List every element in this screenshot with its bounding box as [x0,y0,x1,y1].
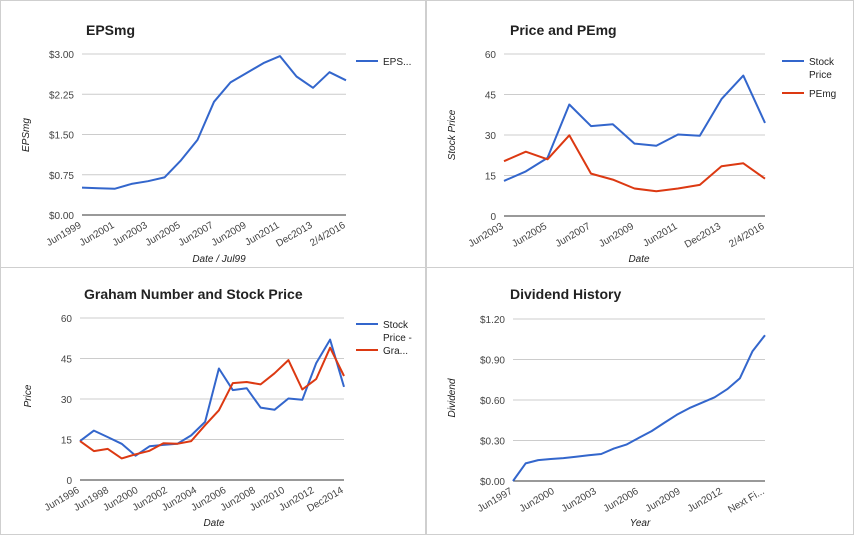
x-tick-label: Jun2005 [144,220,183,249]
y-tick-label: 60 [485,50,497,61]
legend-label-line: Stock [809,57,835,68]
y-tick-label: $0.30 [480,437,505,448]
x-tick-label: Jun2007 [554,221,593,250]
chart-title: Graham Number and Stock Price [84,286,303,302]
y-tick-label: $1.50 [49,131,74,142]
y-tick-label: 30 [485,131,497,142]
y-tick-label: 45 [485,91,497,102]
y-tick-label: $0.00 [480,477,505,488]
x-tick-label: Jun2007 [177,220,216,249]
chart-panel-epsmg: EPSmg $0.00 $0.75 $1.50 $2.25 $3.00 Jun1999 Jun… [0,0,426,268]
x-tick-label: Jun2006 [602,486,641,515]
series-line-0 [512,334,766,482]
y-tick-label: $0.75 [49,171,74,182]
chart-panel-price-pemg: Price and PEmg 0 15 30 45 60 Jun2003 Jun2005 Jun… [426,0,854,268]
x-tick-label: Jun2003 [111,220,150,249]
x-tick-label: Jun2009 [597,221,636,250]
series-line-0 [81,55,347,190]
graham-chart-svg: Graham Number and Stock Price015304560Ju… [23,286,412,529]
x-tick-label: Jun2001 [78,220,117,249]
y-axis-label: Stock Price [447,109,458,160]
legend-label: EPS... [383,57,411,68]
x-tick-label: 2/4/2016 [727,221,767,250]
epsmg-chart-svg: EPSmg$0.00$0.75$1.50$2.25$3.00Jun1999Jun… [21,22,411,265]
y-tick-label: 45 [61,355,73,366]
y-tick-label: $0.60 [480,396,505,407]
y-tick-label: 30 [61,395,73,406]
y-tick-label: 0 [66,476,72,487]
x-tick-label: Jun2003 [467,221,506,250]
y-tick-label: 15 [61,436,73,447]
x-tick-label: Jun2009 [644,486,683,515]
x-tick-label: Jun1999 [45,220,84,249]
x-tick-label: Jun2011 [641,221,679,250]
y-tick-label: 15 [485,172,497,183]
y-axis-label: Price [23,384,34,407]
chart-title: Price and PEmg [510,22,617,38]
legend-label-line: Price - [383,333,412,344]
chart-title: EPSmg [86,22,135,38]
legend-label-line: Stock [383,320,409,331]
y-tick-label: $1.20 [480,315,505,326]
chart-panel-graham: Graham Number and Stock Price 0 15 30 45 60 Ju… [0,267,426,535]
y-tick-label: 0 [490,212,496,223]
x-tick-label: Jun2012 [686,486,725,515]
x-axis-label: Date / Jul99 [192,254,246,265]
series-line-1 [79,346,345,460]
y-tick-label: 60 [61,314,73,325]
x-tick-label: Dec2013 [683,221,724,251]
legend-label: PEmg [809,89,836,100]
y-axis-label: Dividend [447,378,458,417]
x-tick-label: Jun2009 [210,220,249,249]
legend-label-line: Price [809,70,832,81]
x-tick-label: Jun2003 [560,486,599,515]
legend-label-line: Gra... [383,346,408,357]
chart-panel-dividend: Dividend History $0.00 $0.30 $0.60 $0.90 $1.2… [426,267,854,535]
x-axis-label: Year [630,518,651,529]
y-tick-label: $2.25 [49,90,74,101]
x-tick-label: 2/4/2016 [308,220,348,249]
x-axis-label: Date [628,254,650,265]
series-line-0 [79,338,345,457]
x-tick-label: Next Fi... [726,486,766,516]
x-tick-label: Jun2005 [510,221,549,250]
y-axis-label: EPSmg [21,118,32,152]
series-line-1 [503,134,766,193]
y-tick-label: $0.90 [480,356,505,367]
y-tick-label: $0.00 [49,211,74,222]
x-tick-label: Jun1997 [476,486,515,515]
dividend-chart-svg: Dividend History $0.00 $0.30 $0.60 $0.90 $1.2… [447,286,767,529]
y-tick-label: $3.00 [49,50,74,61]
x-tick-label: Dec2013 [274,220,315,250]
x-axis-label: Date [203,518,225,529]
x-tick-label: Jun2000 [518,486,557,515]
chart-title: Dividend History [510,286,621,302]
